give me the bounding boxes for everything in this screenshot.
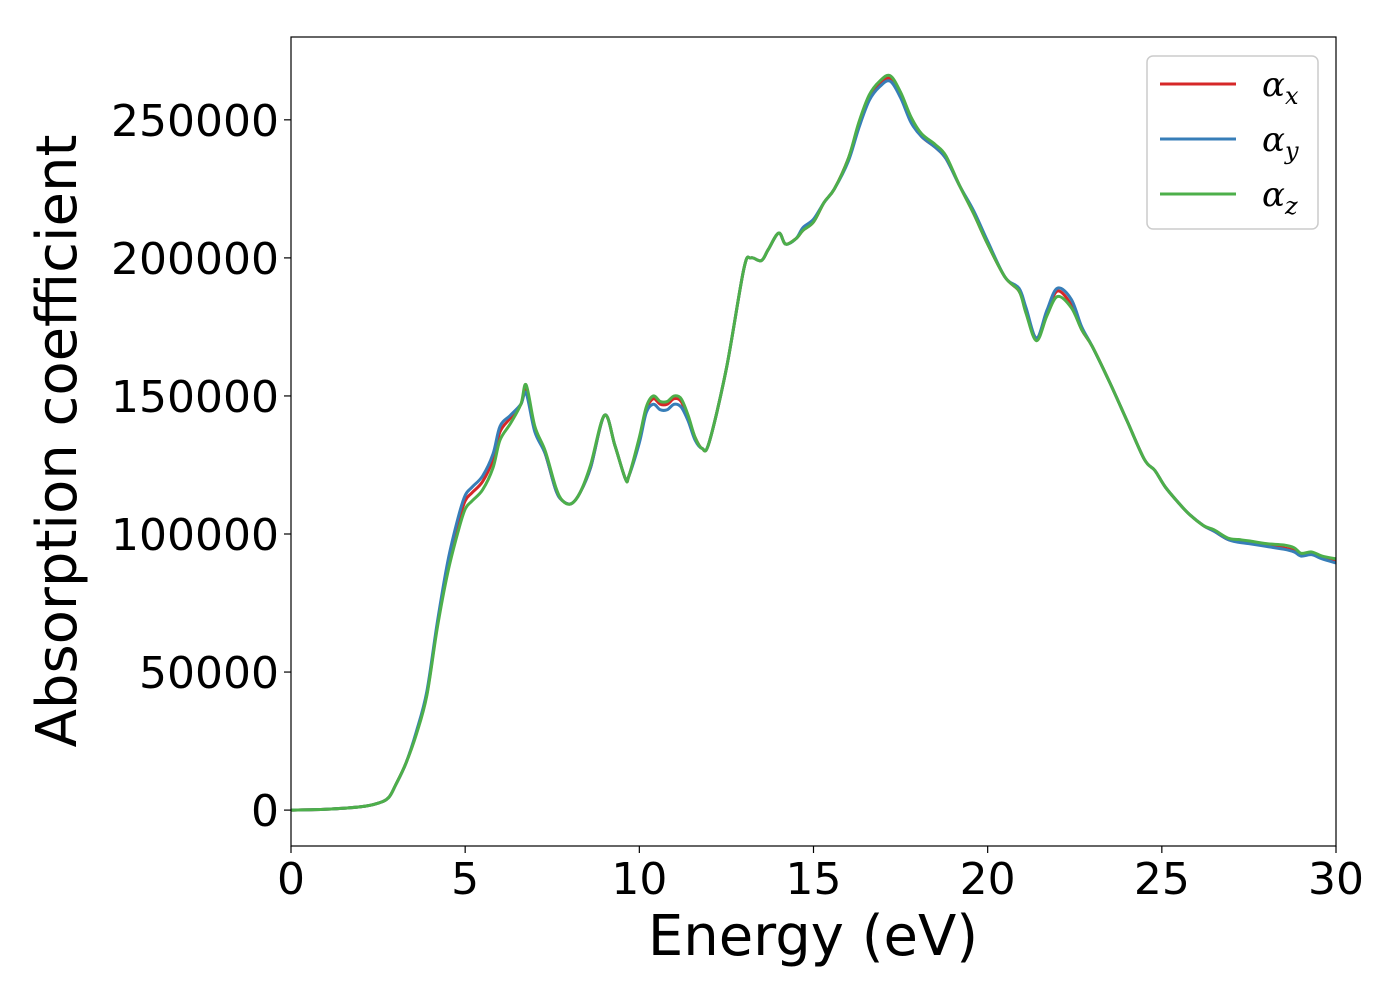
x-tick-label: 20 <box>960 854 1016 905</box>
x-axis-ticks: 0 5 10 15 20 25 30 <box>277 846 1364 905</box>
x-axis-title: Energy (eV) <box>648 904 978 969</box>
x-tick-label: 15 <box>786 854 842 905</box>
y-axis-title: Absorption coefficient <box>25 135 90 748</box>
x-tick-label: 0 <box>277 854 305 905</box>
x-tick-label: 30 <box>1308 854 1364 905</box>
plot-area <box>290 36 1337 847</box>
legend-label-x: αx <box>1262 65 1299 110</box>
legend-box <box>1146 55 1319 230</box>
y-tick-label: 200000 <box>111 234 279 285</box>
y-axis-ticks: 0 50000 100000 150000 200000 250000 <box>111 96 291 837</box>
legend-entries: αx αy αz <box>1160 65 1299 220</box>
legend: αx αy αz <box>1146 55 1319 230</box>
series-line-z <box>291 73 1336 812</box>
legend-label-y: αy <box>1262 120 1299 165</box>
y-tick-label: 50000 <box>139 648 279 699</box>
y-tick-label: 0 <box>251 786 279 837</box>
x-tick-label: 5 <box>451 854 479 905</box>
y-tick-label: 250000 <box>111 96 279 147</box>
x-tick-label: 10 <box>611 854 667 905</box>
series-layer <box>291 73 1336 812</box>
y-tick-label: 100000 <box>111 510 279 561</box>
legend-label-z: αz <box>1262 175 1298 220</box>
x-tick-label: 25 <box>1134 854 1190 905</box>
y-tick-label: 150000 <box>111 372 279 423</box>
